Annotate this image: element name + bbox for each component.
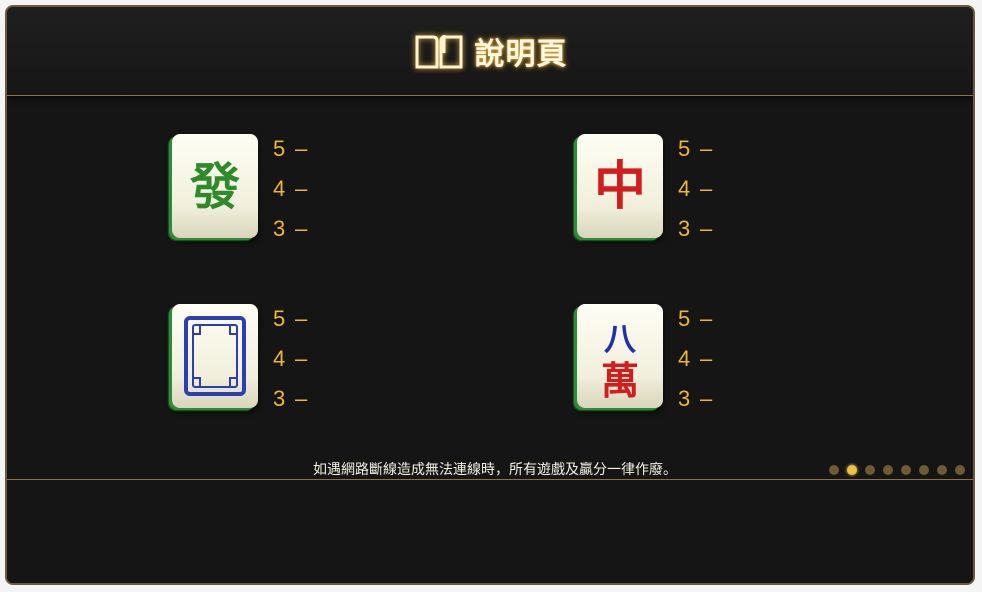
tile-number-glyph: 八: [604, 320, 637, 358]
payout-table: 5– 4– 3–: [273, 305, 333, 425]
payout-value: –: [700, 306, 713, 331]
payout-row: 4–: [678, 345, 738, 385]
payout-row: 5–: [273, 305, 333, 345]
payout-value: –: [700, 346, 713, 371]
page-dot-7[interactable]: [937, 465, 947, 475]
payout-count: 4: [273, 176, 286, 201]
page-dot-4[interactable]: [883, 465, 893, 475]
tile-glyph: 中: [594, 156, 646, 217]
payout-value: –: [295, 306, 308, 331]
help-panel: 說明頁 發 5– 4– 3– 中 5– 4– 3– 5–: [5, 5, 975, 585]
payout-count: 3: [273, 216, 286, 241]
payout-count: 5: [273, 136, 286, 161]
payout-row: 3–: [273, 385, 333, 425]
payout-value: –: [700, 136, 713, 161]
payout-row: 5–: [678, 305, 738, 345]
payout-count: 3: [273, 386, 286, 411]
payout-value: –: [295, 136, 308, 161]
page-dot-1[interactable]: [829, 465, 839, 475]
red-dragon-tile: 中: [577, 134, 663, 238]
green-dragon-tile: 發: [172, 134, 258, 238]
open-book-icon: [413, 31, 465, 71]
page-title: 說明頁: [474, 37, 568, 72]
payout-count: 3: [678, 216, 691, 241]
payout-table: 5– 4– 3–: [273, 135, 333, 255]
help-header: 說明頁: [7, 7, 973, 96]
footer-band: [7, 479, 973, 583]
page-dot-8[interactable]: [955, 465, 965, 475]
white-dragon-tile: [172, 304, 258, 408]
page-dot-6[interactable]: [919, 465, 929, 475]
payout-row: 3–: [678, 385, 738, 425]
payout-count: 5: [273, 306, 286, 331]
payout-count: 4: [678, 176, 691, 201]
payout-row: 4–: [273, 175, 333, 215]
payout-value: –: [295, 216, 308, 241]
payout-table: 5– 4– 3–: [678, 135, 738, 255]
payout-value: –: [700, 176, 713, 201]
payout-value: –: [295, 386, 308, 411]
page-indicator[interactable]: [829, 465, 965, 475]
payout-row: 4–: [273, 345, 333, 385]
payout-value: –: [295, 176, 308, 201]
eight-wan-tile: 八 萬: [577, 304, 663, 408]
payout-row: 5–: [678, 135, 738, 175]
payout-value: –: [700, 216, 713, 241]
payout-row: 3–: [678, 215, 738, 255]
tile-suit-glyph: 萬: [601, 358, 639, 403]
tile-glyph: 發: [189, 157, 240, 216]
disconnect-notice: 如遇網路斷線造成無法連線時，所有遊戲及贏分一律作廢。: [313, 462, 677, 478]
payout-table: 5– 4– 3–: [678, 305, 738, 425]
payout-value: –: [700, 386, 713, 411]
payout-count: 3: [678, 386, 691, 411]
payout-count: 5: [678, 306, 691, 331]
payout-count: 4: [678, 346, 691, 371]
payout-row: 5–: [273, 135, 333, 175]
payout-count: 5: [678, 136, 691, 161]
page-dot-2[interactable]: [847, 465, 857, 475]
payout-count: 4: [273, 346, 286, 371]
payout-row: 4–: [678, 175, 738, 215]
payout-row: 3–: [273, 215, 333, 255]
page-dot-5[interactable]: [901, 465, 911, 475]
page-dot-3[interactable]: [865, 465, 875, 475]
payout-value: –: [295, 346, 308, 371]
